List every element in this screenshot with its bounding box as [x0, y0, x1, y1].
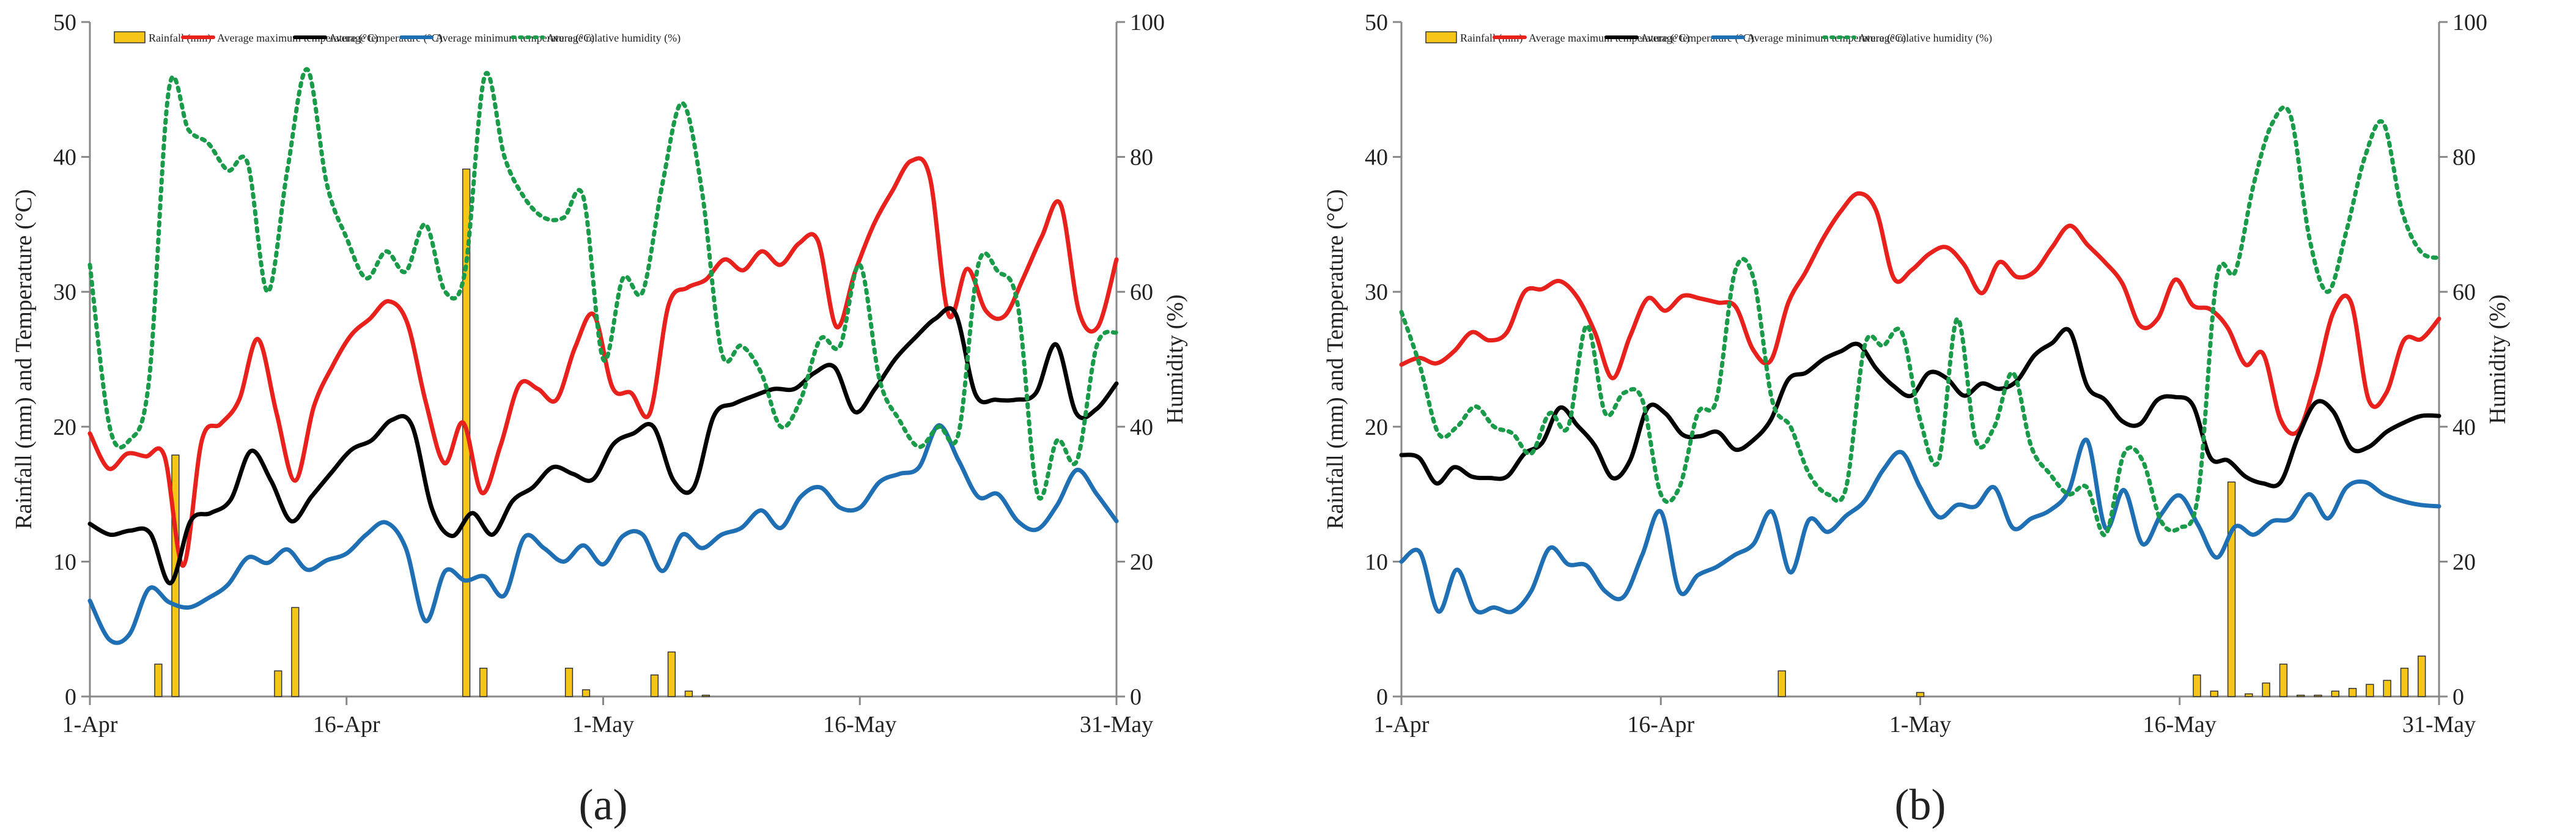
y2-axis-title: Humidity (%): [2485, 294, 2511, 424]
rainfall-bar: [650, 674, 659, 697]
y-right-tick-label: 0: [2452, 684, 2464, 710]
y-left-tick-label: 50: [53, 10, 76, 35]
series-line-3: [1399, 437, 2441, 615]
y-right-tick-label: 0: [1130, 684, 1142, 710]
y-right-tick-label: 20: [2452, 549, 2476, 575]
rainfall-bar: [1916, 692, 1925, 697]
y-right-tick-label: 40: [1130, 415, 1153, 440]
x-tick-label: 1-May: [1889, 712, 1951, 737]
y-left-tick-label: 20: [53, 415, 76, 440]
rainfall-bar: [667, 651, 676, 697]
x-tick-label: 31-May: [1080, 712, 1153, 737]
rainfall-bar: [1777, 670, 1786, 697]
legend-swatch-rainfall: [1425, 31, 1457, 43]
y-left-tick-label: 0: [1376, 684, 1388, 710]
rainfall-bar: [2193, 674, 2201, 697]
legend-label: Rainfall (mm): [149, 32, 211, 45]
y-right-tick-label: 80: [1130, 145, 1153, 171]
y-left-tick-label: 10: [53, 549, 76, 575]
x-tick-label: 1-Apr: [1374, 712, 1430, 737]
rainfall-bar: [479, 667, 488, 697]
rainfall-bar: [564, 667, 574, 697]
rainfall-bar: [2210, 690, 2219, 697]
panel-label: (a): [579, 780, 628, 829]
y-left-tick-label: 40: [53, 145, 76, 171]
series-line-4: [87, 67, 1119, 501]
series-line-2: [87, 306, 1119, 586]
y-right-tick-label: 100: [1130, 10, 1165, 35]
chart-panel-a: 0 10 20 30 40 50 0 20 40 60 80 100 1-Apr 16-Apr 1-May 1…: [11, 10, 1188, 829]
rainfall-bar: [274, 670, 282, 697]
series-line-4: [1399, 105, 2441, 538]
x-tick-label: 16-Apr: [313, 712, 380, 737]
legend-label: Average temperature (°C): [1640, 32, 1754, 45]
rainfall-bar: [2297, 695, 2305, 697]
x-tick-label: 16-May: [823, 712, 896, 737]
x-tick-label: 16-Apr: [1627, 712, 1694, 737]
rainfall-bar: [154, 663, 163, 697]
rainfall-bar: [2366, 684, 2374, 697]
legend-label: Average relative humidity (%): [547, 32, 681, 45]
x-tick-label: 1-Apr: [62, 712, 118, 737]
y-left-tick-label: 20: [1365, 415, 1388, 440]
y-right-tick-label: 60: [1130, 279, 1153, 305]
x-tick-label: 31-May: [2402, 712, 2476, 737]
series-line-1: [1399, 191, 2441, 436]
rainfall-bar: [684, 690, 693, 697]
rainfall-bar: [2262, 682, 2270, 697]
y-right-tick-label: 100: [2452, 10, 2487, 35]
panel-label: (b): [1895, 780, 1946, 829]
legend-swatch-rainfall: [114, 31, 146, 43]
y2-axis-title: Humidity (%): [1162, 294, 1188, 424]
rainfall-bar: [2227, 481, 2236, 697]
y-left-tick-label: 30: [1365, 279, 1388, 305]
legend-label: Rainfall (mm): [1460, 32, 1522, 45]
y-right-tick-label: 20: [1130, 549, 1153, 575]
x-tick-label: 1-May: [572, 712, 634, 737]
y-left-tick-label: 0: [65, 684, 76, 710]
legend-label: Average relative humidity (%): [1858, 32, 1992, 45]
rainfall-bar: [2279, 663, 2288, 697]
y-axis-title: Rainfall (mm) and Temperature (°C): [11, 189, 37, 529]
y-left-tick-label: 10: [1365, 549, 1388, 575]
y-left-tick-label: 50: [1365, 10, 1388, 35]
y-left-tick-label: 30: [53, 279, 76, 305]
x-tick-label: 16-May: [2143, 712, 2216, 737]
rainfall-bar: [2314, 695, 2322, 697]
rainfall-bar: [2400, 667, 2409, 697]
y-right-tick-label: 60: [2452, 279, 2476, 305]
y-axis-title: Rainfall (mm) and Temperature (°C): [1323, 189, 1348, 529]
rainfall-bar: [2418, 656, 2426, 697]
rainfall-bar: [581, 689, 591, 697]
legend-label: Average temperature (°C): [329, 32, 443, 45]
y-right-tick-label: 40: [2452, 415, 2476, 440]
rainfall-bar: [291, 607, 300, 697]
series-line-2: [1399, 327, 2441, 489]
rainfall-bar: [701, 695, 710, 697]
rainfall-bar: [2331, 690, 2339, 697]
rainfall-bar: [2245, 693, 2253, 697]
y-right-tick-label: 80: [2452, 145, 2476, 171]
y-left-tick-label: 40: [1365, 145, 1388, 171]
chart-panel-b: 0 10 20 30 40 50 0 20 40 60 80 100 1-Apr 16-Apr 1-May 1…: [1323, 10, 2511, 829]
rainfall-bar: [2348, 688, 2357, 697]
rainfall-bar: [2383, 679, 2391, 697]
